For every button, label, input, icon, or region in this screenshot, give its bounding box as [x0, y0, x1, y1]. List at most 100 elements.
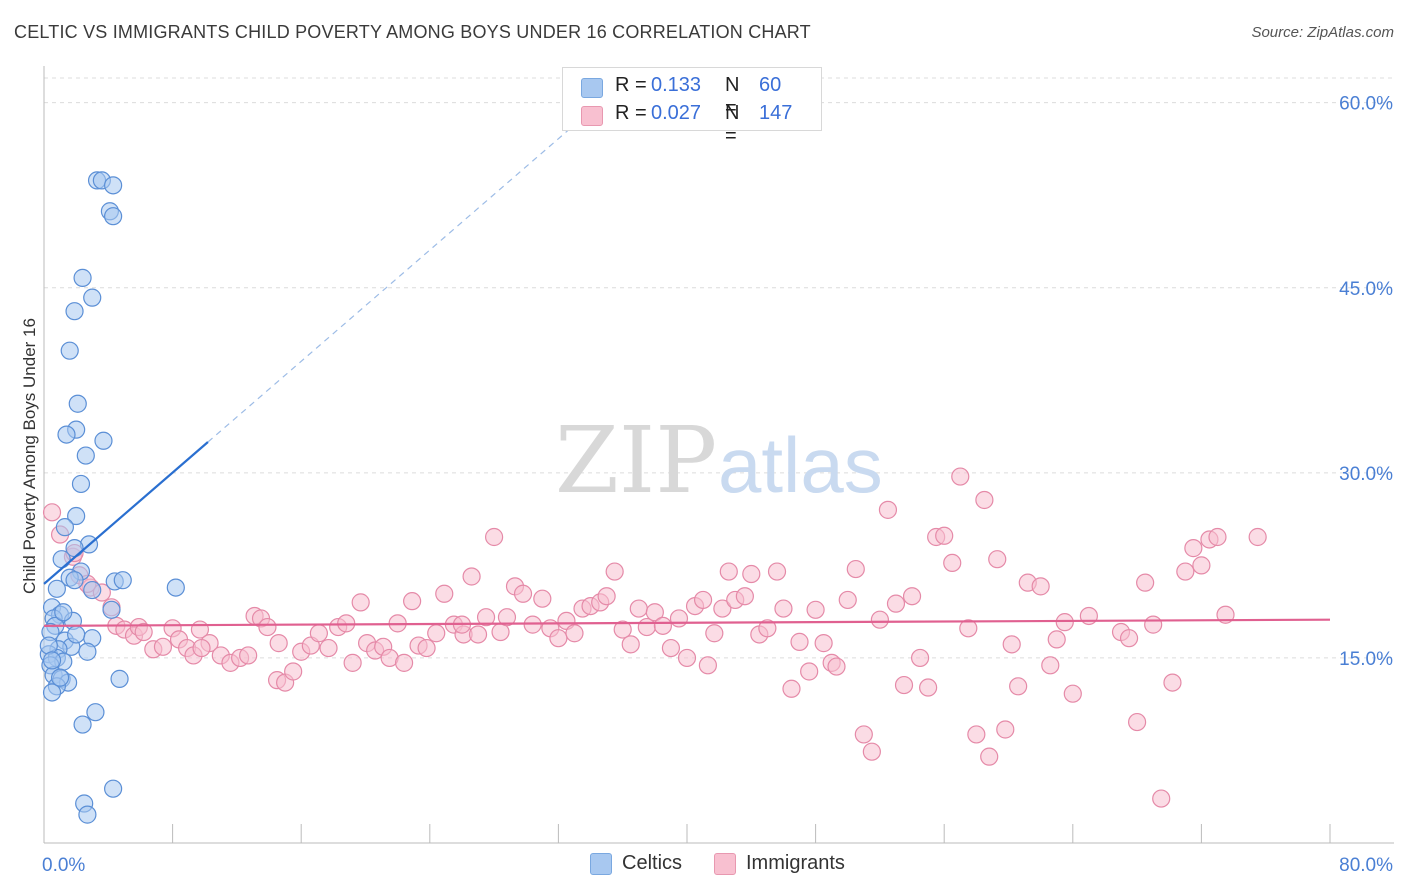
- immigrants-point: [719, 562, 738, 581]
- immigrants-point: [605, 562, 624, 581]
- immigrants-point: [894, 675, 914, 695]
- immigrants-point: [967, 725, 986, 744]
- immigrants-point: [1063, 684, 1082, 703]
- x-tick-label-end: 80.0%: [1339, 855, 1393, 876]
- immigrants-point: [613, 620, 632, 639]
- celtics-point: [78, 805, 97, 824]
- chart-title: CELTIC VS IMMIGRANTS CHILD POVERTY AMONG…: [14, 22, 811, 42]
- celtics-point: [67, 506, 86, 526]
- immigrants-legend-swatch: [714, 853, 736, 875]
- immigrants-point: [1055, 613, 1074, 632]
- celtics-point: [67, 625, 86, 644]
- immigrants-point: [269, 634, 288, 653]
- immigrants-point: [153, 637, 173, 656]
- immigrants-point: [782, 679, 801, 698]
- immigrants-point: [513, 584, 533, 603]
- immigrants-point: [767, 562, 787, 581]
- celtics-point: [110, 669, 129, 688]
- immigrants-point: [988, 550, 1007, 569]
- immigrants-point: [886, 594, 906, 613]
- immigrants-point: [284, 662, 303, 681]
- immigrants-point: [343, 653, 362, 672]
- celtics-trend-line: [43, 441, 209, 585]
- celtics-legend-label: Celtics: [622, 852, 683, 874]
- series-legend: Celtics Immigrants: [0, 852, 1406, 878]
- celtics-point: [71, 474, 91, 494]
- celtics-point: [42, 651, 62, 670]
- immigrants-point: [980, 747, 999, 766]
- immigrants-point: [533, 589, 552, 608]
- immigrants-point: [1002, 635, 1021, 654]
- source-credit: Source: ZipAtlas.com: [1251, 24, 1394, 41]
- immigrants-point: [935, 526, 954, 545]
- y-tick-label: 45.0%: [1339, 279, 1393, 300]
- immigrants-point: [645, 603, 664, 622]
- celtics-point: [104, 176, 123, 195]
- immigrants-point: [838, 590, 857, 610]
- celtics-point: [76, 446, 95, 465]
- celtics-swatch: [581, 78, 603, 98]
- stats-legend: R = 0.133 N = 60 R = 0.027 N = 147: [562, 67, 822, 147]
- celtics-point: [68, 394, 87, 413]
- y-tick-label: 30.0%: [1339, 464, 1393, 485]
- axis-labels: 15.0% 30.0% 45.0% 60.0% 0.0% 80.0% Child Pover…: [20, 94, 1393, 876]
- celtics-points: [39, 171, 185, 824]
- immigrants-point: [1127, 712, 1147, 732]
- immigrants-point: [597, 587, 616, 606]
- celtics-point: [78, 642, 97, 661]
- immigrants-point: [435, 584, 454, 603]
- immigrants-point: [629, 599, 648, 618]
- celtics-point: [39, 636, 58, 655]
- immigrants-legend-label: Immigrants: [746, 852, 845, 874]
- trend-lines: [43, 102, 1331, 627]
- immigrants-point: [1163, 673, 1182, 692]
- celtics-point: [52, 550, 71, 569]
- immigrants-point: [713, 599, 732, 618]
- celtics-legend-swatch: [590, 853, 612, 875]
- immigrants-point: [42, 503, 62, 522]
- immigrants-point: [846, 559, 865, 579]
- immigrants-point: [1047, 630, 1066, 649]
- immigrants-point: [910, 648, 930, 668]
- watermark-atlas: atlas: [718, 421, 883, 509]
- celtics-point: [166, 578, 185, 597]
- immigrants-point: [975, 490, 994, 510]
- celtics-point: [113, 571, 132, 590]
- r-label: R =: [615, 102, 647, 124]
- n-label: N =: [725, 74, 740, 119]
- immigrants-point: [742, 564, 761, 584]
- immigrants-point: [1184, 539, 1203, 558]
- immigrants-point: [394, 653, 414, 672]
- immigrants-point: [735, 587, 754, 606]
- immigrants-point: [1041, 656, 1060, 675]
- immigrants-point: [959, 619, 978, 638]
- y-tick-label: 60.0%: [1339, 94, 1393, 115]
- immigrants-point: [698, 656, 717, 675]
- immigrants-point: [497, 608, 517, 627]
- immigrants-swatch: [581, 106, 603, 126]
- immigrants-point: [239, 646, 258, 665]
- immigrants-point: [1119, 629, 1139, 648]
- immigrants-point: [854, 725, 873, 744]
- celtics-point: [102, 600, 121, 619]
- n-value: 60: [759, 74, 782, 96]
- celtics-point: [47, 579, 66, 598]
- immigrants-point: [309, 624, 328, 643]
- immigrants-point: [1216, 605, 1235, 624]
- immigrants-point: [549, 629, 568, 648]
- immigrants-point: [1248, 527, 1267, 547]
- r-value: 0.133: [651, 74, 702, 96]
- celtics-trend-extension: [207, 102, 601, 443]
- immigrants-point: [1144, 615, 1163, 634]
- immigrants-point: [878, 500, 898, 519]
- immigrants-point: [919, 678, 938, 697]
- immigrants-point: [774, 599, 793, 618]
- immigrants-points: [42, 467, 1267, 808]
- immigrants-point: [462, 567, 481, 586]
- immigrants-point: [565, 624, 584, 643]
- x-tick-label-start: 0.0%: [42, 855, 85, 876]
- immigrants-point: [1208, 527, 1227, 547]
- immigrants-point: [870, 610, 890, 629]
- immigrants-point: [827, 657, 846, 676]
- immigrants-point: [1192, 556, 1211, 575]
